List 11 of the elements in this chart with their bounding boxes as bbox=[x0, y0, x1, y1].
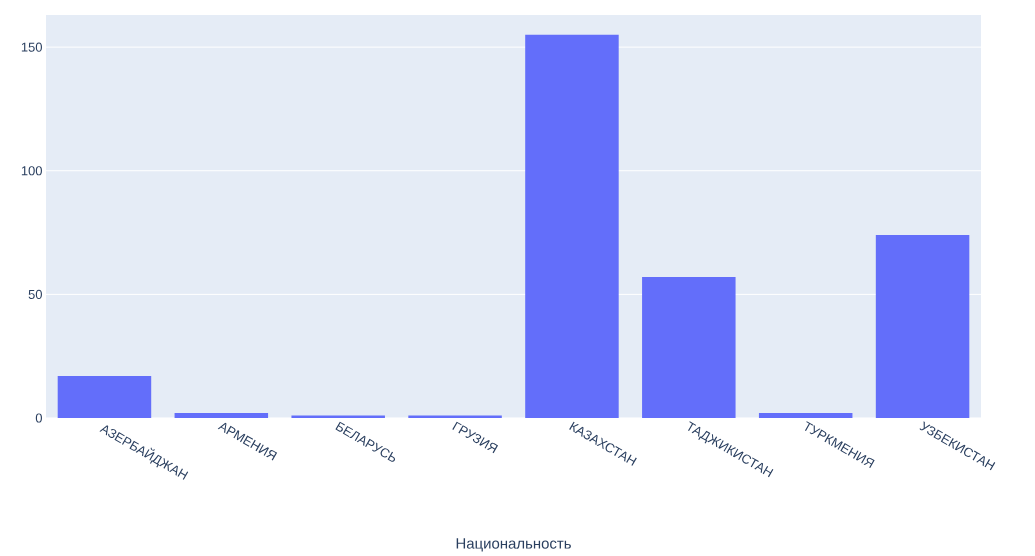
bar bbox=[642, 277, 736, 418]
bar bbox=[57, 375, 152, 418]
bar bbox=[174, 413, 269, 418]
bar bbox=[758, 413, 853, 418]
y-tick-label: 100 bbox=[21, 166, 42, 176]
y-tick-label: 150 bbox=[21, 42, 42, 52]
bar bbox=[525, 34, 619, 418]
x-axis-title: Национальность bbox=[456, 538, 571, 552]
y-tick-label: 50 bbox=[28, 289, 42, 299]
y-tick-label: 0 bbox=[35, 413, 42, 423]
bar bbox=[875, 235, 970, 418]
